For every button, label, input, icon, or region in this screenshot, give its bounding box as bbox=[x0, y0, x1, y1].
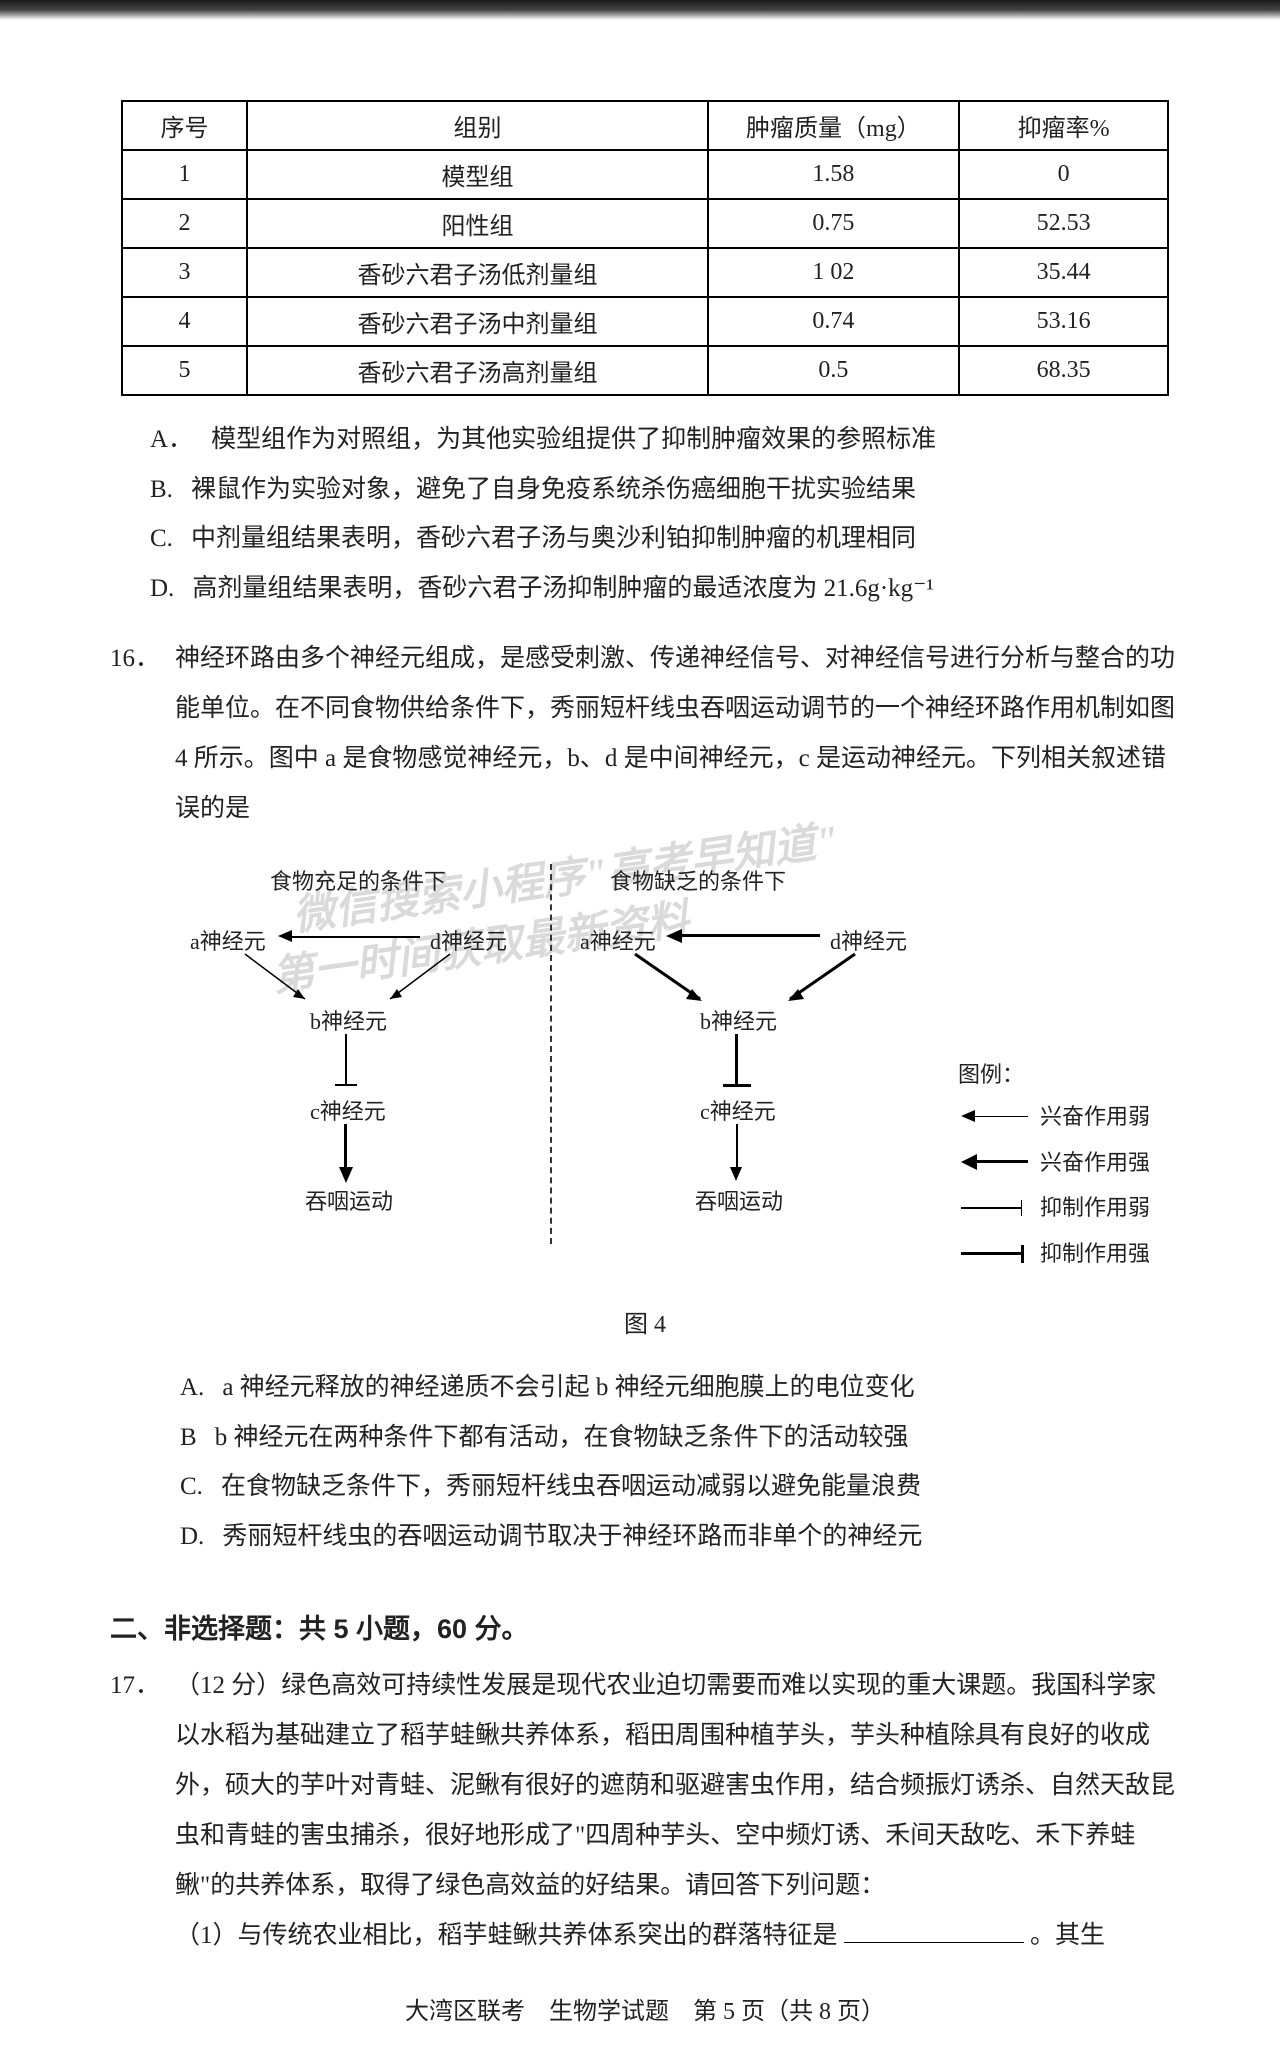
page-footer: 大湾区联考 生物学试题 第 5 页（共 8 页） bbox=[110, 1991, 1180, 2026]
option-A: A. a 神经元释放的神经递质不会引起 b 神经元细胞膜上的电位变化 bbox=[180, 1364, 1160, 1412]
question-16: 16． 神经环路由多个神经元组成，是感受刺激、传递神经信号、对神经信号进行分析与… bbox=[110, 634, 1180, 834]
th-index: 序号 bbox=[122, 101, 248, 150]
option-B: B b 神经元在两种条件下都有活动，在食物缺乏条件下的活动较强 bbox=[180, 1414, 1160, 1462]
table-row: 5 香砂六君子汤高剂量组 0.5 68.35 bbox=[122, 346, 1169, 395]
right-swallow: 吞咽运动 bbox=[695, 1184, 783, 1216]
legend-item: 抑制作用强 bbox=[958, 1233, 1150, 1275]
data-table: 序号 组别 肿瘤质量（mg） 抑瘤率% 1 模型组 1.58 0 2 阳性组 0… bbox=[121, 100, 1170, 396]
question-17: 17． （12 分）绿色高效可持续性发展是现代农业迫切需要而难以实现的重大课题。… bbox=[110, 1661, 1180, 1961]
legend-title: 图例： bbox=[958, 1054, 1150, 1096]
option-D: D. 高剂量组结果表明，香砂六君子汤抑制肿瘤的最适浓度为 21.6g·kg⁻¹ bbox=[150, 565, 1160, 613]
left-condition-title: 食物充足的条件下 bbox=[270, 864, 446, 896]
q17-number: 17． bbox=[110, 1661, 160, 1961]
q17-sub1: （1）与传统农业相比，稻芋蛙鳅共养体系突出的群落特征是 。其生 bbox=[175, 1922, 1105, 1949]
diagram-divider bbox=[550, 864, 552, 1244]
q16-number: 16． bbox=[110, 634, 160, 834]
th-group: 组别 bbox=[247, 101, 708, 150]
q16-options: A. a 神经元释放的神经递质不会引起 b 神经元细胞膜上的电位变化 B b 神… bbox=[110, 1359, 1180, 1582]
figure-4-caption: 图 4 bbox=[110, 1304, 1180, 1339]
left-b-neuron: b神经元 bbox=[310, 1004, 387, 1036]
left-swallow: 吞咽运动 bbox=[305, 1184, 393, 1216]
table-row: 3 香砂六君子汤低剂量组 1 02 35.44 bbox=[122, 248, 1169, 297]
diagram-legend: 图例： 兴奋作用弱 兴奋作用强 bbox=[958, 1054, 1150, 1279]
q15-options: A． 模型组作为对照组，为其他实验组提供了抑制肿瘤效果的参照标准 B. 裸鼠作为… bbox=[110, 411, 1180, 634]
legend-item: 兴奋作用弱 bbox=[958, 1096, 1150, 1138]
option-C: C. 中剂量组结果表明，香砂六君子汤与奥沙利铂抑制肿瘤的机理相同 bbox=[150, 515, 1160, 563]
right-c-neuron: c神经元 bbox=[700, 1094, 776, 1126]
table-header-row: 序号 组别 肿瘤质量（mg） 抑瘤率% bbox=[122, 101, 1169, 150]
option-C: C. 在食物缺乏条件下，秀丽短杆线虫吞咽运动减弱以避免能量浪费 bbox=[180, 1463, 1160, 1511]
th-mass: 肿瘤质量（mg） bbox=[708, 101, 959, 150]
right-condition-title: 食物缺乏的条件下 bbox=[610, 864, 786, 896]
q17-body: （12 分）绿色高效可持续性发展是现代农业迫切需要而难以实现的重大课题。我国科学… bbox=[175, 1661, 1180, 1961]
q16-stem: 神经环路由多个神经元组成，是感受刺激、传递神经信号、对神经信号进行分析与整合的功… bbox=[175, 634, 1180, 834]
table-row: 2 阳性组 0.75 52.53 bbox=[122, 199, 1169, 248]
exam-page: 序号 组别 肿瘤质量（mg） 抑瘤率% 1 模型组 1.58 0 2 阳性组 0… bbox=[0, 0, 1280, 2066]
legend-item: 兴奋作用强 bbox=[958, 1142, 1150, 1184]
th-rate: 抑瘤率% bbox=[959, 101, 1168, 150]
left-c-neuron: c神经元 bbox=[310, 1094, 386, 1126]
option-B: B. 裸鼠作为实验对象，避免了自身免疫系统杀伤癌细胞干扰实验结果 bbox=[150, 466, 1160, 514]
legend-item: 抑制作用弱 bbox=[958, 1187, 1150, 1229]
option-A: A． 模型组作为对照组，为其他实验组提供了抑制肿瘤效果的参照标准 bbox=[150, 416, 1160, 464]
answer-blank bbox=[844, 1942, 1024, 1943]
neural-circuit-diagram: 微信搜索小程序"高考早知道" 第一时间获取最新资料 食物充足的条件下 食物缺乏的… bbox=[110, 854, 1180, 1294]
photo-shadow bbox=[0, 0, 1280, 20]
section-2-header: 二、非选择题：共 5 小题，60 分。 bbox=[110, 1607, 1180, 1646]
table-row: 4 香砂六君子汤中剂量组 0.74 53.16 bbox=[122, 297, 1169, 346]
option-D: D. 秀丽短杆线虫的吞咽运动调节取决于神经环路而非单个的神经元 bbox=[180, 1513, 1160, 1561]
table-row: 1 模型组 1.58 0 bbox=[122, 150, 1169, 199]
